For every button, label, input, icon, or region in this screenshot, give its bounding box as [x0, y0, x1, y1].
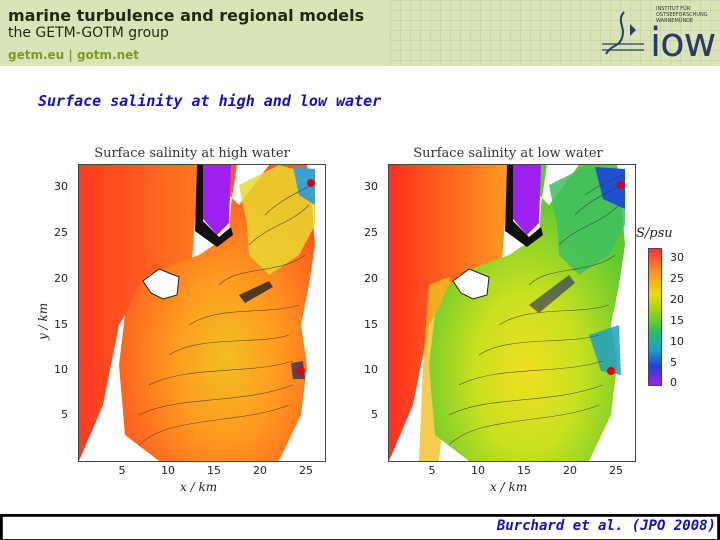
station-marker-north: [307, 179, 315, 187]
station-marker-north: [617, 181, 625, 189]
x-tick: 5: [428, 464, 436, 477]
colorbar-tick: 30: [670, 251, 684, 264]
header-title: marine turbulence and regional models: [8, 6, 365, 25]
x-tick: 10: [161, 464, 175, 477]
iow-logo: INSTITUT FÜR OSTSEEFORSCHUNG WARNEMÜNDE …: [600, 4, 718, 66]
y-tick: 25: [54, 226, 68, 239]
colorbar-tick: 20: [670, 293, 684, 306]
panel-title-high: Surface salinity at high water: [94, 146, 290, 161]
salinity-field-low: [389, 165, 635, 461]
header-banner: marine turbulence and regional models th…: [0, 0, 720, 66]
panel-high-water: Surface salinity at high water: [28, 140, 328, 500]
colorbar-tick: 5: [670, 356, 677, 369]
slide-title: Surface salinity at high and low water: [38, 92, 382, 110]
y-tick: 30: [364, 180, 378, 193]
x-tick: 20: [563, 464, 577, 477]
x-tick: 25: [299, 464, 313, 477]
header-grid-pattern: [390, 0, 720, 66]
y-tick: 10: [364, 363, 378, 376]
y-axis-label: y / km: [36, 302, 50, 340]
x-tick: 5: [118, 464, 126, 477]
x-tick: 15: [517, 464, 531, 477]
logo-text: iow: [650, 20, 716, 66]
y-tick: 30: [54, 180, 68, 193]
colorbar-tick: 15: [670, 314, 684, 327]
header-links[interactable]: getm.eu | gotm.net: [8, 48, 139, 62]
x-axis-label: x / km: [180, 480, 218, 494]
logo-mark-icon: [602, 11, 644, 55]
colorbar-label: S/psu: [636, 226, 673, 241]
salinity-colorbar: [648, 248, 662, 386]
y-tick: 20: [54, 272, 68, 285]
panel-low-water: Surface salinity at low water: [338, 140, 638, 500]
y-tick: 15: [364, 318, 378, 331]
colorbar-tick: 10: [670, 335, 684, 348]
x-tick: 15: [207, 464, 221, 477]
y-tick: 20: [364, 272, 378, 285]
y-tick: 5: [371, 408, 378, 421]
header-subtitle: the GETM-GOTM group: [8, 25, 169, 41]
salinity-field-high: [79, 165, 325, 461]
footer-box: [2, 516, 718, 540]
colorbar-tick: 25: [670, 272, 684, 285]
salinity-map-high: [78, 164, 326, 462]
y-tick: 15: [54, 318, 68, 331]
logo-institute-text: INSTITUT FÜR OSTSEEFORSCHUNG WARNEMÜNDE: [656, 6, 708, 24]
x-tick: 10: [471, 464, 485, 477]
x-tick: 25: [609, 464, 623, 477]
x-tick: 20: [253, 464, 267, 477]
y-tick: 10: [54, 363, 68, 376]
salinity-map-low: [388, 164, 636, 462]
station-marker-south: [297, 367, 305, 375]
station-marker-south: [607, 367, 615, 375]
y-tick: 25: [364, 226, 378, 239]
panel-title-low: Surface salinity at low water: [413, 146, 603, 161]
x-axis-label: x / km: [490, 480, 528, 494]
citation: Burchard et al. (JPO 2008): [496, 518, 716, 534]
y-tick: 5: [61, 408, 68, 421]
colorbar-tick: 0: [670, 376, 677, 389]
